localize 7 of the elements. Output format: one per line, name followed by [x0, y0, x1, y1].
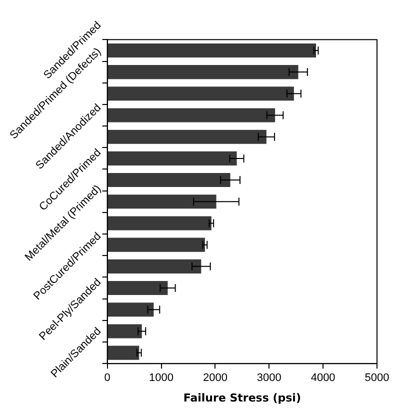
x-tick-label: 0	[104, 372, 110, 384]
x-tick-label: 2000	[202, 372, 228, 384]
x-tick-label: 1000	[149, 372, 174, 384]
x-tick-label: 3000	[256, 372, 282, 384]
x-tick-label: 5000	[364, 372, 390, 384]
x-tick-label: 4000	[310, 372, 336, 384]
x-axis-title: Failure Stress (psi)	[183, 391, 301, 404]
